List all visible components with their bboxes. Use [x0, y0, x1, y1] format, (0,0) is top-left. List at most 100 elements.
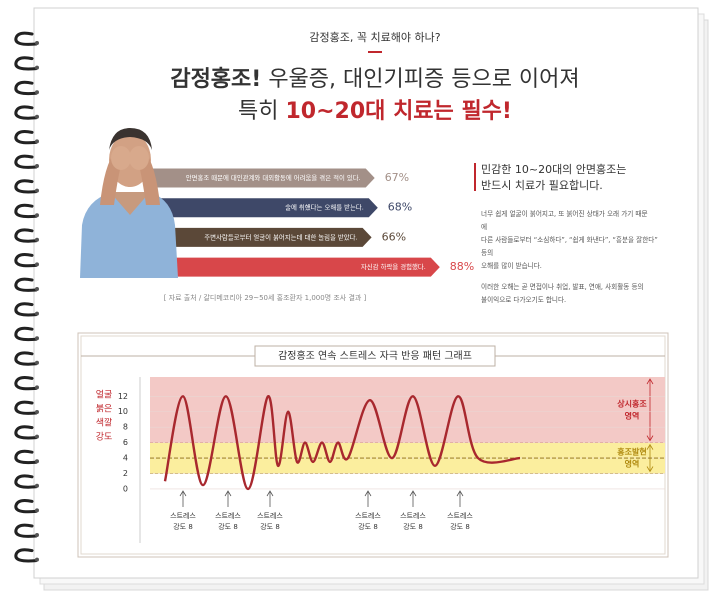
headline-bold: 감정홍조!	[170, 67, 261, 92]
stimulus-label: 스트레스	[400, 511, 426, 520]
spiral-hole	[35, 410, 39, 414]
survey-bar-label: 술에 취했다는 오해를 받는다.	[285, 203, 364, 212]
spiral-ring	[14, 425, 38, 440]
survey-value-label: 68%	[388, 201, 412, 214]
spiral-ring	[14, 400, 38, 415]
message-body: 이러한 오해는 곧 면접이나 취업, 발표, 연애, 사회활동 등의	[481, 282, 644, 291]
message-bar	[474, 163, 476, 191]
spiral-ring	[14, 56, 38, 71]
y-tick-label: 12	[118, 392, 128, 401]
spiral-ring	[14, 253, 38, 268]
y-tick-label: 8	[123, 423, 128, 432]
headline-text: 특히	[238, 99, 285, 124]
message-body: 등의	[481, 248, 493, 257]
zone-label: 상시홍조	[617, 398, 647, 408]
survey-bar-label: 주변사람들로부터 얼굴이 붉어지는데 대한 놀림을 받았다.	[204, 232, 357, 241]
survey-bar	[150, 227, 372, 247]
zone-label: 영역	[625, 410, 640, 420]
message-body: 다른 사람들로부터 “소심하다”, “쉽게 화낸다”, “흥분을 잘한다”	[481, 235, 658, 244]
stimulus-label: 강도 8	[218, 522, 238, 531]
shirt	[80, 192, 178, 278]
spiral-ring	[14, 80, 38, 96]
stimulus-label: 스트레스	[447, 511, 473, 520]
spiral-binding	[14, 31, 39, 563]
y-axis-label: 색깔	[96, 417, 113, 429]
stimulus-label: 강도 8	[173, 522, 193, 531]
spiral-ring	[14, 228, 38, 243]
stimulus-label: 강도 8	[403, 522, 423, 531]
survey-bar-label: 안면홍조 때문에 대인관계와 대외활동에 어려움을 겪은 적이 있다.	[186, 173, 361, 182]
survey-bar	[150, 257, 440, 277]
stimulus-label: 스트레스	[355, 511, 381, 520]
spiral-ring	[14, 105, 38, 120]
stimulus-arrow-head	[364, 490, 372, 497]
spiral-hole	[35, 114, 39, 119]
spiral-hole	[35, 213, 39, 218]
y-axis-label: 강도	[96, 432, 113, 443]
survey-value-label: 67%	[385, 171, 409, 184]
stimulus-label: 스트레스	[215, 511, 241, 520]
spiral-ring	[14, 351, 38, 366]
spiral-hole	[35, 385, 39, 390]
spiral-ring	[14, 326, 38, 342]
spiral-hole	[35, 360, 39, 365]
spiral-ring	[14, 154, 38, 169]
spiral-ring	[14, 31, 38, 46]
headline-text: 우울증, 대인기피증 등으로 이어져	[261, 67, 579, 92]
spiral-ring	[14, 523, 38, 538]
spiral-ring	[14, 548, 38, 563]
message-title: 반드시 치료가 필요합니다.	[481, 179, 603, 192]
spiral-hole	[35, 262, 39, 267]
spiral-hole	[35, 434, 39, 439]
spiral-ring	[14, 203, 38, 219]
hair	[109, 128, 152, 150]
headline-line: 감정홍조! 우울증, 대인기피증 등으로 이어져	[170, 67, 579, 92]
stimulus-label: 강도 8	[450, 522, 470, 531]
right-hand	[129, 146, 149, 170]
spiral-hole	[35, 90, 39, 95]
survey-bar-label: 자신감 하락을 경험했다.	[361, 262, 426, 271]
message-body: 너무 쉽게 얼굴이 붉어지고, 또 붉어진 상태가 오래 가기 때문	[481, 209, 648, 218]
stimulus-arrow-head	[266, 490, 274, 497]
spiral-hole	[35, 483, 39, 488]
survey-bar	[150, 198, 378, 218]
survey-chart: 안면홍조 때문에 대인관계와 대외활동에 어려움을 겪은 적이 있다. 67% 술에…	[150, 168, 474, 277]
kicker: 감정홍조, 꼭 치료해야 하나?	[309, 30, 440, 44]
y-axis-label: 얼굴	[96, 390, 113, 401]
y-tick-label: 0	[123, 484, 128, 493]
stimulus-arrow-head	[179, 490, 187, 497]
spiral-hole	[35, 459, 39, 464]
spiral-ring	[14, 474, 38, 489]
spiral-hole	[35, 237, 39, 242]
message-body: 오해를 많이 받습니다.	[481, 261, 542, 270]
spiral-ring	[14, 302, 38, 317]
spiral-ring	[14, 179, 38, 194]
stimulus-arrow-head	[456, 490, 464, 497]
spiral-hole	[35, 139, 39, 144]
survey-value-label: 88%	[450, 260, 474, 273]
y-tick-label: 4	[123, 454, 128, 463]
survey-source: [ 자료 출처 / 갈디메코리아 29~50세 홍조환자 1,000명 조사 결…	[164, 293, 367, 302]
person-photo	[80, 128, 178, 278]
neck	[110, 192, 150, 215]
stimulus-label: 강도 8	[358, 522, 378, 531]
stimulus-label: 강도 8	[260, 522, 280, 531]
stimulus-arrow-head	[224, 490, 232, 497]
zone-label: 영역	[625, 459, 640, 469]
spiral-ring	[14, 449, 38, 465]
spiral-hole	[35, 508, 39, 513]
stimulus-label: 스트레스	[170, 511, 196, 520]
survey-value-label: 66%	[382, 230, 406, 243]
kicker-dash	[368, 51, 382, 53]
stimulus-label: 스트레스	[257, 511, 283, 520]
survey-bar	[150, 168, 375, 188]
spiral-ring	[14, 499, 38, 514]
spiral-ring	[14, 130, 38, 145]
zone-label: 홍조발현	[617, 447, 646, 457]
message-body: 에	[481, 222, 487, 231]
spiral-hole	[35, 533, 39, 537]
chart-title-box	[254, 345, 496, 367]
